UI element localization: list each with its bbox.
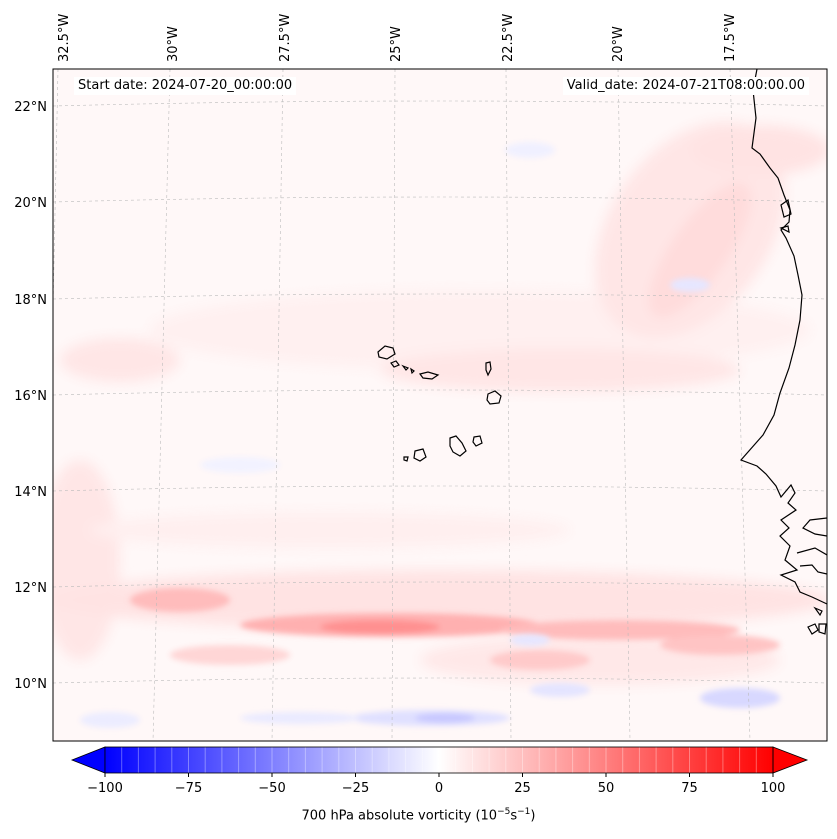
latitude-labels: 22°N 20°N 18°N 16°N 14°N 12°N 10°N bbox=[14, 100, 47, 692]
lon-label: 22.5°W bbox=[501, 14, 516, 62]
colorbar-tick-label: −75 bbox=[174, 781, 203, 796]
lon-label: 32.5°W bbox=[57, 14, 72, 62]
colorbar-tick-label: 50 bbox=[597, 781, 615, 796]
colorbar-label-end: ) bbox=[530, 808, 536, 824]
start-date-label: Start date: 2024-07-20_00:00:00 bbox=[74, 77, 297, 95]
colorbar-extend-max bbox=[772, 746, 809, 774]
colorbar-gradient bbox=[105, 747, 773, 773]
lon-label: 17.5°W bbox=[723, 14, 738, 62]
valid-date-label: Valid_date: 2024-07-21T08:00:00.00 bbox=[562, 77, 809, 95]
colorbar-extend-min bbox=[70, 746, 106, 774]
longitude-labels: 32.5°W 30°W 27.5°W 25°W 22.5°W 20°W 17.5… bbox=[57, 14, 738, 62]
gridlines bbox=[53, 69, 827, 741]
lat-label: 14°N bbox=[14, 485, 47, 500]
map-frame bbox=[52, 68, 828, 742]
lat-label: 22°N bbox=[14, 100, 47, 115]
colorbar-ticks: −100 −75 −50 −25 0 25 50 75 100 bbox=[0, 781, 837, 799]
lat-label: 16°N bbox=[14, 389, 47, 404]
lat-label: 18°N bbox=[14, 293, 47, 308]
lat-label: 20°N bbox=[14, 196, 47, 211]
vorticity-field bbox=[53, 69, 827, 741]
colorbar bbox=[70, 746, 809, 777]
colorbar-tick-label: −50 bbox=[258, 781, 286, 796]
colorbar-label-exp1: −5 bbox=[497, 807, 511, 817]
lon-label: 20°W bbox=[611, 26, 626, 62]
lat-label: 10°N bbox=[14, 677, 47, 692]
colorbar-tick-label: 75 bbox=[681, 781, 698, 796]
lon-label: 27.5°W bbox=[278, 14, 293, 62]
lon-label: 30°W bbox=[166, 26, 181, 62]
colorbar-tick-label: −100 bbox=[87, 781, 123, 796]
colorbar-tick-label: 25 bbox=[514, 781, 531, 796]
colorbar-tick-label: 100 bbox=[760, 781, 786, 796]
colorbar-label-exp2: −1 bbox=[517, 807, 531, 817]
colorbar-tick-label: 0 bbox=[434, 781, 444, 796]
colorbar-label-mid: s bbox=[510, 808, 518, 824]
colorbar-tick-label: −25 bbox=[341, 781, 370, 796]
lon-label: 25°W bbox=[389, 26, 404, 62]
colorbar-label-text: 700 hPa absolute vorticity (10 bbox=[301, 808, 498, 824]
lat-label: 12°N bbox=[14, 581, 47, 596]
cape-verde-islands bbox=[377, 345, 502, 462]
african-coastline bbox=[739, 69, 827, 635]
colorbar-label: 700 hPa absolute vorticity (10−5s−1) bbox=[0, 807, 837, 823]
